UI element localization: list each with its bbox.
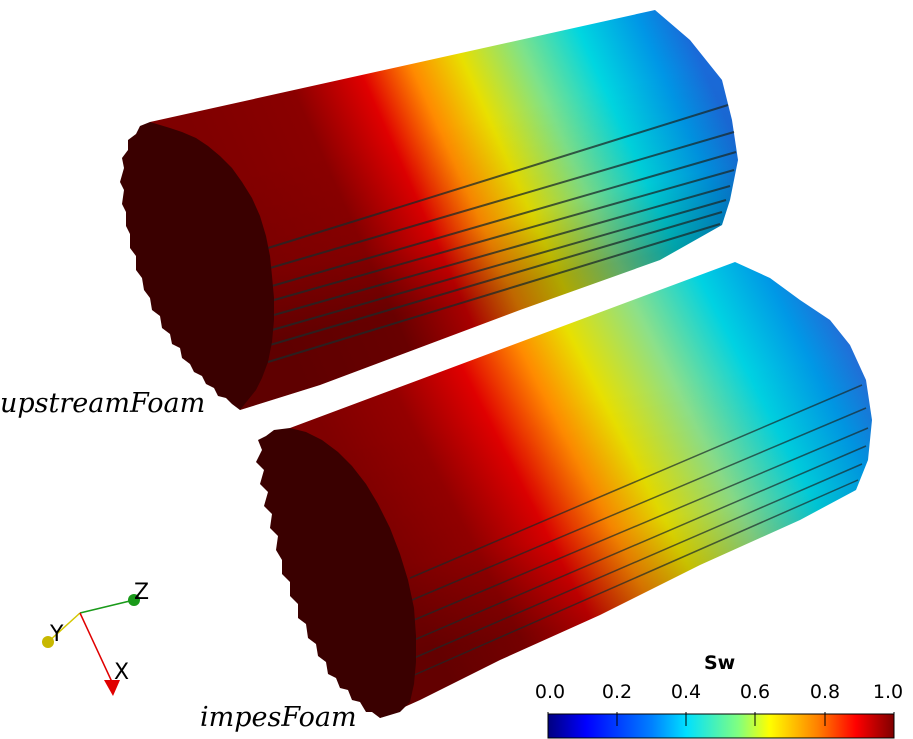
upstream-end-cap bbox=[120, 122, 274, 410]
orientation-axes bbox=[42, 594, 140, 696]
upstream-slice-lines bbox=[267, 104, 737, 363]
colorbar-title: Sw bbox=[704, 652, 736, 674]
impes-end-cap bbox=[256, 428, 416, 718]
upstream-cylinder bbox=[120, 10, 738, 410]
impes-cylinder bbox=[256, 262, 872, 718]
colorbar-tick-label: 0.6 bbox=[739, 681, 771, 703]
colorbar-tick-label: 0.2 bbox=[601, 681, 633, 703]
colorbar-tick-label: 0.8 bbox=[809, 681, 841, 703]
colorbar-tick-label: 1.0 bbox=[872, 681, 904, 703]
axis-x-label: X bbox=[114, 660, 130, 685]
colorbar-gradient bbox=[547, 713, 895, 739]
axis-y-label: Y bbox=[50, 622, 64, 647]
upstream-label: upstreamFoam bbox=[0, 388, 206, 419]
colorbar-tick-label: 0.4 bbox=[670, 681, 702, 703]
impes-label: impesFoam bbox=[200, 702, 357, 733]
colorbar-ticks bbox=[547, 712, 895, 726]
axis-z-label: Z bbox=[134, 580, 150, 605]
impes-slice-lines bbox=[409, 384, 869, 677]
colorbar bbox=[547, 712, 895, 739]
colorbar-tick-label: 0.0 bbox=[534, 681, 566, 703]
